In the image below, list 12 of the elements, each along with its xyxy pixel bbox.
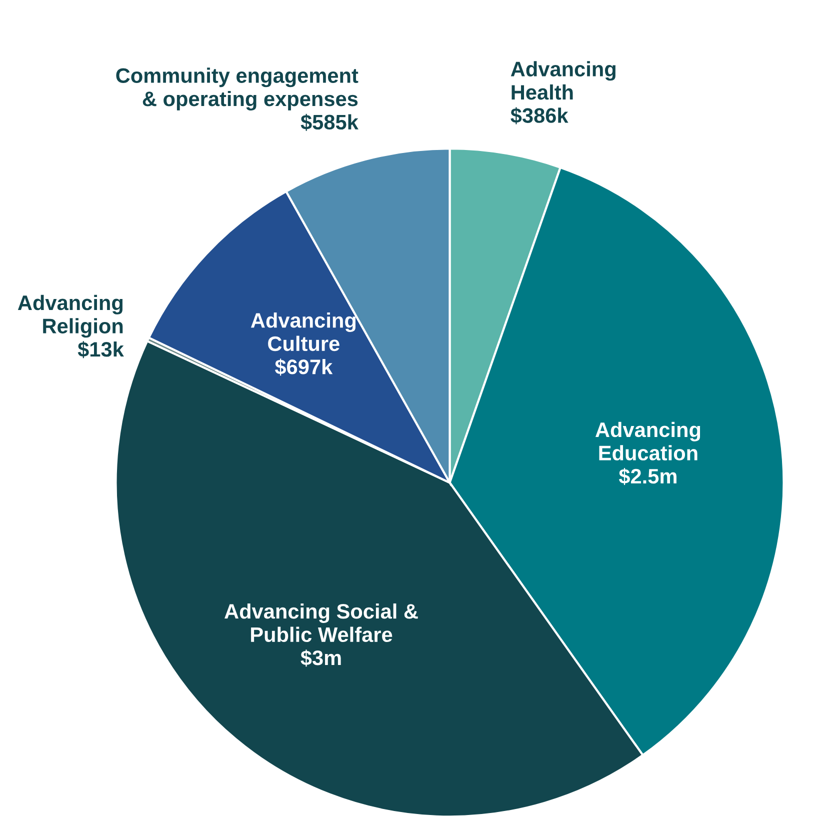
slice-label: Advancing Education [595,422,700,460]
data-label: $3m [300,650,341,667]
slice-label: Community engagement & operating expenses [116,68,358,110]
slice-label: Advancing Social & Public Welfare [224,603,418,642]
slice-label: Advancing Religion [18,294,123,338]
data-label: $13k [78,341,124,358]
data-label: $585k [300,114,358,131]
data-label: $697k [274,358,333,376]
slice-label: Advancing Health [510,61,616,100]
slice-label: Advancing Culture [250,312,356,352]
data-label: $2.5m [618,468,676,485]
data-label: $386k [510,107,568,124]
